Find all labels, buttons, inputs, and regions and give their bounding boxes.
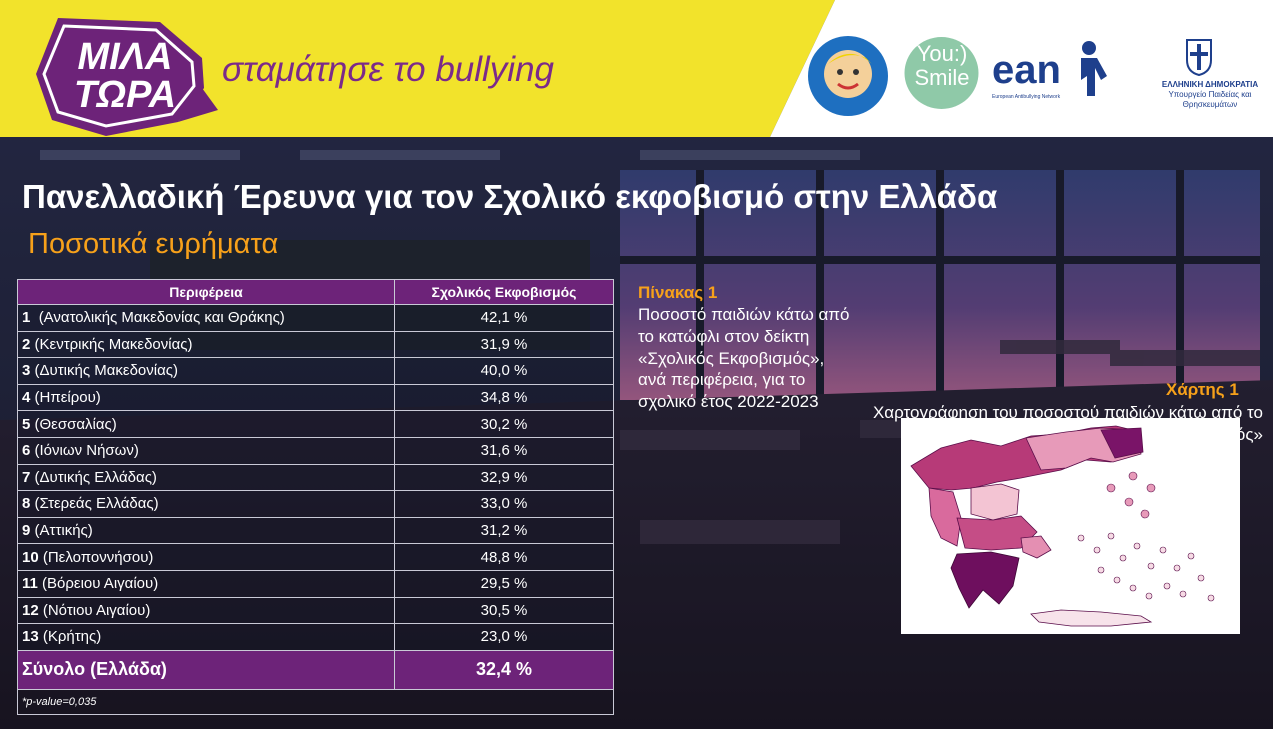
region-name: (Κεντρικής Μακεδονίας) bbox=[34, 335, 193, 353]
region-cell: 8 (Στερεάς Ελλάδας) bbox=[17, 490, 395, 518]
row-number: 11 bbox=[22, 575, 38, 593]
table-row: 1 (Ανατολικής Μακεδονίας και Θράκης) 42,1… bbox=[17, 304, 614, 332]
total-value: 32,4 % bbox=[394, 649, 614, 690]
row-number: 10 bbox=[22, 548, 39, 566]
greek-emblem-icon bbox=[1186, 39, 1212, 76]
map-caption-label: Χάρτης 1 bbox=[1166, 380, 1239, 399]
table-row: 2 (Κεντρικής Μακεδονίας) 31,9 % bbox=[17, 330, 614, 359]
table-caption-text: Ποσοστό παιδιών κάτω από το κατώφλι στον… bbox=[638, 305, 850, 412]
gov-line2: Υπουργείο Παιδείας και Θρησκευμάτων bbox=[1168, 90, 1252, 109]
region-name: (Ηπείρου) bbox=[34, 389, 101, 407]
row-number: 6 bbox=[22, 442, 31, 460]
region-cell: 3 (Δυτικής Μακεδονίας) bbox=[17, 357, 395, 385]
bullying-table: Περιφέρεια Σχολικός Εκφοβισμός 1 (Ανατολ… bbox=[17, 279, 614, 715]
header-bullying: Σχολικός Εκφοβισμός bbox=[394, 279, 614, 305]
table-row: 13 (Κρήτης) 23,0 % bbox=[17, 623, 614, 651]
row-number: 8 bbox=[22, 495, 31, 513]
region-name: (Ανατολικής Μακεδονίας και Θράκης) bbox=[38, 309, 285, 327]
value-cell: 29,5 % bbox=[394, 569, 614, 598]
ean-subtitle: European Antibullying Network bbox=[992, 94, 1061, 100]
value-cell: 40,0 % bbox=[394, 357, 614, 385]
value-cell: 33,0 % bbox=[394, 490, 614, 518]
region-cell: 10 (Πελοποννήσου) bbox=[17, 543, 395, 571]
table-row: 9 (Αττικής) 31,2 % bbox=[17, 516, 614, 545]
region-cell: 13 (Κρήτης) bbox=[17, 623, 395, 651]
page-title: Πανελλαδική Έρευνα για τον Σχολικό εκφοβ… bbox=[22, 178, 998, 215]
table-row: 12 (Νότιου Αιγαίου) 30,5 % bbox=[17, 596, 614, 625]
region-name: (Πελοποννήσου) bbox=[42, 548, 154, 566]
region-name: (Νότιου Αιγαίου) bbox=[42, 601, 151, 619]
total-row: Σύνολο (Ελλάδα) 32,4 % bbox=[17, 649, 614, 690]
greece-choropleth-map bbox=[901, 418, 1240, 634]
table-row: 10 (Πελοποννήσου) 48,8 % bbox=[17, 543, 614, 571]
row-number: 4 bbox=[22, 389, 31, 407]
region-name: (Δυτικής Ελλάδας) bbox=[34, 468, 157, 486]
row-number: 7 bbox=[22, 468, 31, 486]
row-number: 12 bbox=[22, 601, 39, 619]
region-cell: 1 (Ανατολικής Μακεδονίας και Θράκης) bbox=[17, 304, 395, 332]
page-subtitle: Ποσοτικά ευρήματα bbox=[28, 228, 279, 260]
p-value-note: *p-value=0,035 bbox=[17, 688, 614, 715]
region-name: (Δυτικής Μακεδονίας) bbox=[34, 362, 179, 380]
mila-tora-logo bbox=[36, 18, 218, 136]
gov-line1: ΕΛΛΗΝΙΚΗ ΔΗΜΟΚΡΑΤΙΑ bbox=[1161, 80, 1259, 89]
table-row: 5 (Θεσσαλίας) 30,2 % bbox=[17, 410, 614, 438]
table-row: 3 (Δυτικής Μακεδονίας) 40,0 % bbox=[17, 357, 614, 385]
region-name: (Βόρειου Αιγαίου) bbox=[42, 575, 159, 593]
region-cell: 6 (Ιόνιων Νήσων) bbox=[17, 436, 395, 465]
ministry-label: ΕΛΛΗΝΙΚΗ ΔΗΜΟΚΡΑΤΙΑ Υπουργείο Παιδείας κ… bbox=[1150, 80, 1270, 110]
region-cell: 7 (Δυτικής Ελλάδας) bbox=[17, 463, 395, 492]
logo-text: ΜΙΛΑ ΤΩΡΑ bbox=[50, 38, 200, 114]
value-cell: 30,2 % bbox=[394, 410, 614, 438]
region-name: (Θεσσαλίας) bbox=[34, 415, 117, 433]
value-cell: 30,5 % bbox=[394, 596, 614, 625]
value-cell: 42,1 % bbox=[394, 304, 614, 332]
table-row: 11 (Βόρειου Αιγαίου) 29,5 % bbox=[17, 569, 614, 598]
table-row: 6 (Ιόνιων Νήσων) 31,6 % bbox=[17, 436, 614, 465]
ean-logo: ean bbox=[992, 48, 1061, 92]
value-cell: 31,2 % bbox=[394, 516, 614, 545]
slogan: σταμάτησε το bullying bbox=[222, 50, 555, 89]
row-number: 2 bbox=[22, 335, 31, 353]
logo-line1: ΜΙΛΑ bbox=[77, 36, 173, 78]
row-number: 5 bbox=[22, 415, 31, 433]
region-name: (Αττικής) bbox=[34, 522, 93, 540]
table-row: 7 (Δυτικής Ελλάδας) 32,9 % bbox=[17, 463, 614, 492]
region-cell: 2 (Κεντρικής Μακεδονίας) bbox=[17, 330, 395, 359]
value-cell: 31,6 % bbox=[394, 436, 614, 465]
table-header-row: Περιφέρεια Σχολικός Εκφοβισμός bbox=[17, 279, 614, 305]
value-cell: 32,9 % bbox=[394, 463, 614, 492]
table-caption-label: Πίνακας 1 bbox=[638, 283, 718, 302]
region-cell: 11 (Βόρειου Αιγαίου) bbox=[17, 569, 395, 598]
ean-figure-icon bbox=[1081, 41, 1107, 96]
note-row: *p-value=0,035 bbox=[17, 688, 614, 715]
value-cell: 48,8 % bbox=[394, 543, 614, 571]
region-name: (Στερεάς Ελλάδας) bbox=[34, 495, 159, 513]
region-cell: 4 (Ηπείρου) bbox=[17, 383, 395, 412]
total-label: Σύνολο (Ελλάδα) bbox=[17, 649, 395, 690]
you-smile-logo bbox=[904, 37, 979, 109]
header-region: Περιφέρεια bbox=[17, 279, 395, 305]
region-cell: 5 (Θεσσαλίας) bbox=[17, 410, 395, 438]
region-cell: 9 (Αττικής) bbox=[17, 516, 395, 545]
row-number: 13 bbox=[22, 628, 39, 646]
you-smile-text: You:) Smile bbox=[914, 41, 970, 90]
row-number: 3 bbox=[22, 362, 31, 380]
value-cell: 31,9 % bbox=[394, 330, 614, 359]
value-cell: 23,0 % bbox=[394, 623, 614, 651]
row-number: 9 bbox=[22, 522, 31, 540]
table-row: 8 (Στερεάς Ελλάδας) 33,0 % bbox=[17, 490, 614, 518]
value-cell: 34,8 % bbox=[394, 383, 614, 412]
region-name: (Κρήτης) bbox=[42, 628, 102, 646]
smile-of-child-logo bbox=[808, 36, 888, 116]
table-row: 4 (Ηπείρου) 34,8 % bbox=[17, 383, 614, 412]
region-name: (Ιόνιων Νήσων) bbox=[34, 442, 139, 460]
row-number: 1 bbox=[22, 309, 31, 327]
region-cell: 12 (Νότιου Αιγαίου) bbox=[17, 596, 395, 625]
logo-line2: ΤΩΡΑ bbox=[73, 74, 177, 116]
